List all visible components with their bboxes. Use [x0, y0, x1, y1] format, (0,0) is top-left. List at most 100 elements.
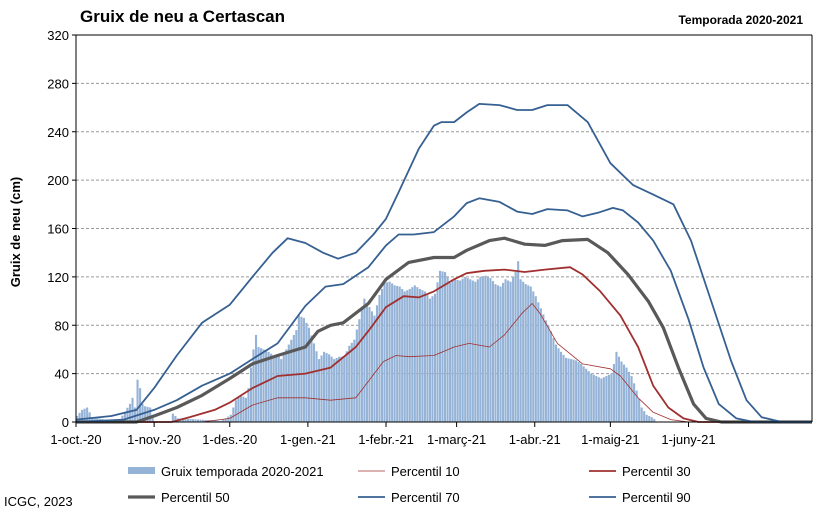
snow-depth-bar [562, 354, 565, 422]
snow-depth-bar [469, 279, 472, 422]
snow-depth-bar [242, 396, 245, 422]
snow-depth-bar [305, 322, 308, 422]
snow-depth-bar [491, 281, 495, 422]
snow-depth-bar [406, 290, 409, 422]
snow-depth-bar [595, 376, 598, 422]
snow-depth-bar [542, 314, 545, 422]
snow-depth-bar [481, 276, 484, 422]
snow-depth-bar [234, 400, 237, 422]
snow-depth-bar [380, 288, 384, 422]
snow-depth-bar [307, 327, 311, 422]
snow-depth-bar [340, 356, 343, 422]
legend-label: Percentil 30 [622, 464, 691, 479]
y-tick-label: 40 [55, 367, 69, 382]
snow-depth-bar [496, 285, 500, 422]
snow-depth-bar [554, 344, 558, 422]
snow-depth-bar [456, 279, 459, 422]
x-tick-label: 1-nov.-20 [127, 432, 181, 447]
snow-depth-bar [617, 356, 621, 422]
snow-depth-bar [260, 348, 263, 422]
snow-depth-bar [149, 407, 152, 422]
legend-label: Percentil 10 [391, 464, 460, 479]
snow-depth-bar [580, 363, 583, 422]
x-tick-label: 1-des.-20 [202, 432, 257, 447]
snow-depth-bar [275, 354, 278, 422]
x-tick-label: 1-abr.-21 [509, 432, 561, 447]
y-tick-label: 120 [47, 270, 69, 285]
snow-depth-bar [401, 288, 404, 422]
snow-depth-bar [539, 308, 542, 422]
snow-depth-bar [567, 358, 570, 422]
snow-depth-bar [355, 329, 358, 422]
snow-depth-bar [93, 417, 96, 422]
snow-depth-bar [212, 420, 215, 422]
snow-depth-bar [451, 281, 454, 422]
snow-depth-bar [292, 334, 295, 422]
snow-depth-bar [136, 379, 139, 422]
snow-depth-bar [365, 302, 368, 422]
snow-depth-bar [444, 272, 447, 422]
snow-depth-bar [315, 351, 318, 422]
snow-depth-bar [532, 291, 535, 422]
snow-depth-bar [622, 364, 626, 422]
snow-depth-bar [373, 315, 376, 422]
snow-depth-bar [247, 388, 250, 422]
series-line-percentil-10 [76, 303, 812, 423]
y-axis-label: Gruix de neu (cm) [8, 177, 23, 288]
legend-item: Gruix temporada 2020-2021 [128, 464, 324, 479]
snow-depth-bar [423, 291, 426, 422]
legend-swatch [128, 467, 155, 474]
snow-depth-bar [398, 286, 401, 422]
snow-depth-bar [489, 278, 492, 422]
snow-depth-bar [290, 339, 293, 422]
x-tick-label: 1-maig-21 [581, 432, 640, 447]
snow-depth-bar [222, 419, 225, 422]
snow-depth-bar [88, 412, 91, 422]
snow-depth-bar [620, 361, 623, 422]
snow-depth-bar [529, 286, 532, 422]
snow-depth-bar [564, 357, 568, 422]
snow-depth-bar [363, 298, 366, 422]
snow-depth-bar [174, 415, 177, 422]
snow-depth-bar [237, 397, 240, 422]
snow-depth-bar [514, 272, 517, 422]
snow-depth-bar [418, 288, 421, 422]
snow-depth-bar [504, 279, 507, 422]
snow-depth-bar [592, 374, 595, 422]
snow-depth-bar [391, 283, 394, 422]
snow-depth-bar [454, 279, 457, 422]
snow-depth-bar [126, 407, 129, 422]
snow-depth-bar [333, 359, 336, 422]
legend-item: Percentil 10 [358, 464, 460, 479]
snow-depth-bar [441, 271, 444, 422]
snow-depth-bar [459, 280, 462, 422]
snow-depth-bar [635, 390, 638, 422]
snow-depth-bar [537, 302, 540, 422]
legend-item: Percentil 50 [128, 490, 230, 505]
snow-depth-bar [615, 351, 618, 422]
snow-depth-bar [630, 376, 633, 422]
snow-depth-bar [590, 373, 593, 422]
snow-depth-bar [438, 270, 442, 422]
snow-depth-bar [501, 282, 505, 422]
snow-depth-bar [219, 420, 222, 422]
snow-depth-bar [653, 418, 656, 422]
snow-depth-bar [645, 414, 648, 422]
y-tick-label: 160 [47, 222, 69, 237]
snow-depth-bar [547, 325, 550, 422]
snow-depth-bar [612, 363, 615, 422]
snow-depth-bar [476, 279, 479, 422]
legend-label: Percentil 50 [161, 490, 230, 505]
snow-depth-bar [585, 368, 588, 422]
snow-depth-bar [378, 295, 381, 422]
snow-depth-bar [310, 335, 313, 422]
snow-depth-bar [360, 308, 363, 422]
snow-depth-bar [252, 349, 255, 422]
snow-depth-bar [297, 315, 300, 422]
legend-label: Percentil 90 [622, 490, 691, 505]
snow-depth-bar [368, 307, 371, 422]
snow-depth-bar [605, 376, 608, 422]
snow-depth-bar [386, 282, 389, 422]
snow-depth-bar [151, 414, 154, 422]
snow-depth-bar [494, 284, 497, 422]
